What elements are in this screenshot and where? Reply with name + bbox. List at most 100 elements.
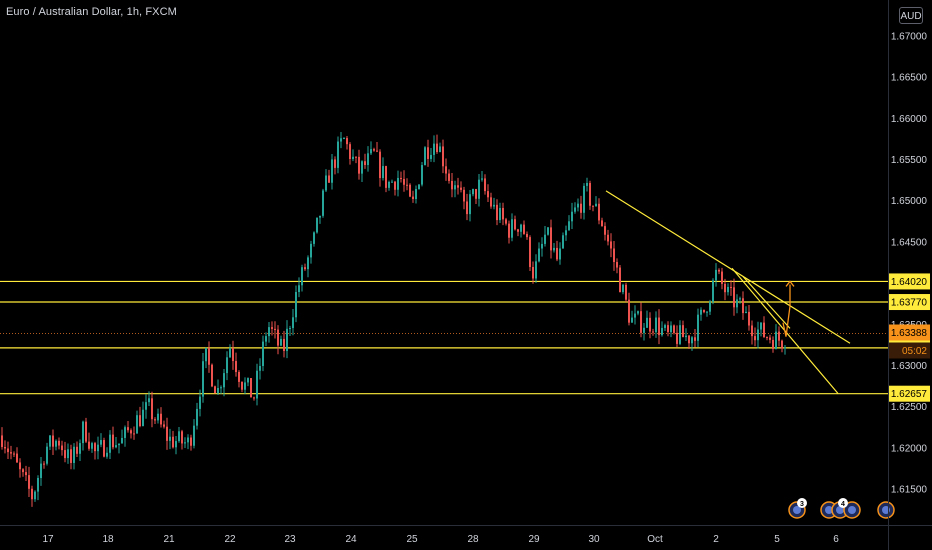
candle-body [616, 262, 618, 268]
candle-body [142, 409, 144, 427]
candle-body [205, 347, 207, 362]
candle-body [433, 143, 435, 155]
candle-body [703, 309, 705, 313]
candle-body [580, 203, 582, 213]
candle-body [361, 161, 363, 174]
candle-body [208, 347, 210, 365]
candle-body [202, 361, 204, 397]
candle-body [313, 232, 315, 244]
candle-body [655, 317, 657, 333]
candle-body [667, 325, 669, 333]
candle-body [613, 248, 615, 263]
candle-body [730, 286, 732, 288]
candle-body [523, 224, 525, 234]
candle-body [34, 491, 36, 500]
candle-body [55, 440, 57, 447]
candle-body [646, 317, 648, 328]
candle-body [358, 156, 360, 174]
candle-body [319, 215, 321, 218]
candle-body [310, 243, 312, 258]
candle-body [166, 426, 168, 441]
candle-body [463, 189, 465, 202]
candle-body [289, 327, 291, 329]
candle-body [568, 221, 570, 231]
candle-body [286, 328, 288, 352]
candle-body [349, 144, 351, 160]
candle-body [7, 448, 9, 453]
candle-body [721, 271, 723, 284]
candle-body [481, 178, 483, 180]
candle-body [706, 311, 708, 313]
candle-body [79, 443, 81, 454]
candle-body [283, 338, 285, 352]
candle-body [436, 143, 438, 153]
candle-body [67, 449, 69, 459]
candle-body [1, 435, 3, 447]
candle-body [175, 441, 177, 448]
candle-body [748, 311, 750, 326]
price-tick-label: 1.63000 [891, 361, 928, 372]
time-tick-label: 23 [284, 534, 296, 545]
event-marker-flag-icon [848, 506, 856, 514]
time-tick-label: 29 [528, 534, 540, 545]
candle-body [760, 322, 762, 330]
candle-body [340, 138, 342, 142]
time-tick-label: 6 [833, 534, 839, 545]
candle-body [415, 189, 417, 200]
candle-body [274, 328, 276, 330]
candle-body [658, 317, 660, 336]
candle-body [304, 267, 306, 270]
level-price-tag-label: 1.62657 [891, 389, 928, 400]
candle-body [622, 284, 624, 293]
candle-body [715, 269, 717, 281]
candle-body [625, 284, 627, 300]
candle-body [172, 436, 174, 448]
candle-body [511, 219, 513, 238]
time-tick-label: 18 [102, 534, 114, 545]
candle-body [547, 227, 549, 235]
candle-body [232, 348, 234, 362]
candle-body [691, 337, 693, 344]
candle-body [610, 241, 612, 249]
candle-body [325, 175, 327, 191]
time-tick-label: 28 [467, 534, 479, 545]
candle-body [514, 219, 516, 230]
candle-body [598, 203, 600, 221]
candle-body [694, 337, 696, 341]
candle-body [181, 431, 183, 444]
candle-body [712, 280, 714, 302]
candle-body [382, 166, 384, 179]
candle-body [4, 446, 6, 449]
candle-body [403, 179, 405, 185]
candle-body [238, 372, 240, 382]
candle-body [298, 285, 300, 292]
candle-body [16, 453, 18, 463]
candle-body [742, 298, 744, 314]
candle-body [97, 444, 99, 452]
candle-body [490, 197, 492, 207]
time-tick-label: 21 [163, 534, 175, 545]
candle-body [586, 182, 588, 186]
candle-body [352, 156, 354, 160]
candle-body [484, 178, 486, 192]
candle-body [505, 219, 507, 224]
candle-body [535, 261, 537, 279]
candle-body [418, 184, 420, 190]
time-tick-label: 22 [224, 534, 236, 545]
candle-body [544, 234, 546, 244]
candle-body [631, 317, 633, 323]
candle-body [781, 340, 783, 349]
currency-button[interactable]: AUD [899, 7, 923, 24]
candle-body [235, 361, 237, 373]
candle-body [256, 370, 258, 399]
candle-body [136, 415, 138, 434]
candle-body [718, 269, 720, 272]
candle-body [73, 446, 75, 463]
candle-body [160, 413, 162, 425]
candle-body [244, 382, 246, 390]
candle-body [652, 331, 654, 333]
candle-body [169, 436, 171, 441]
candle-body [421, 165, 423, 185]
candle-body [784, 347, 786, 349]
